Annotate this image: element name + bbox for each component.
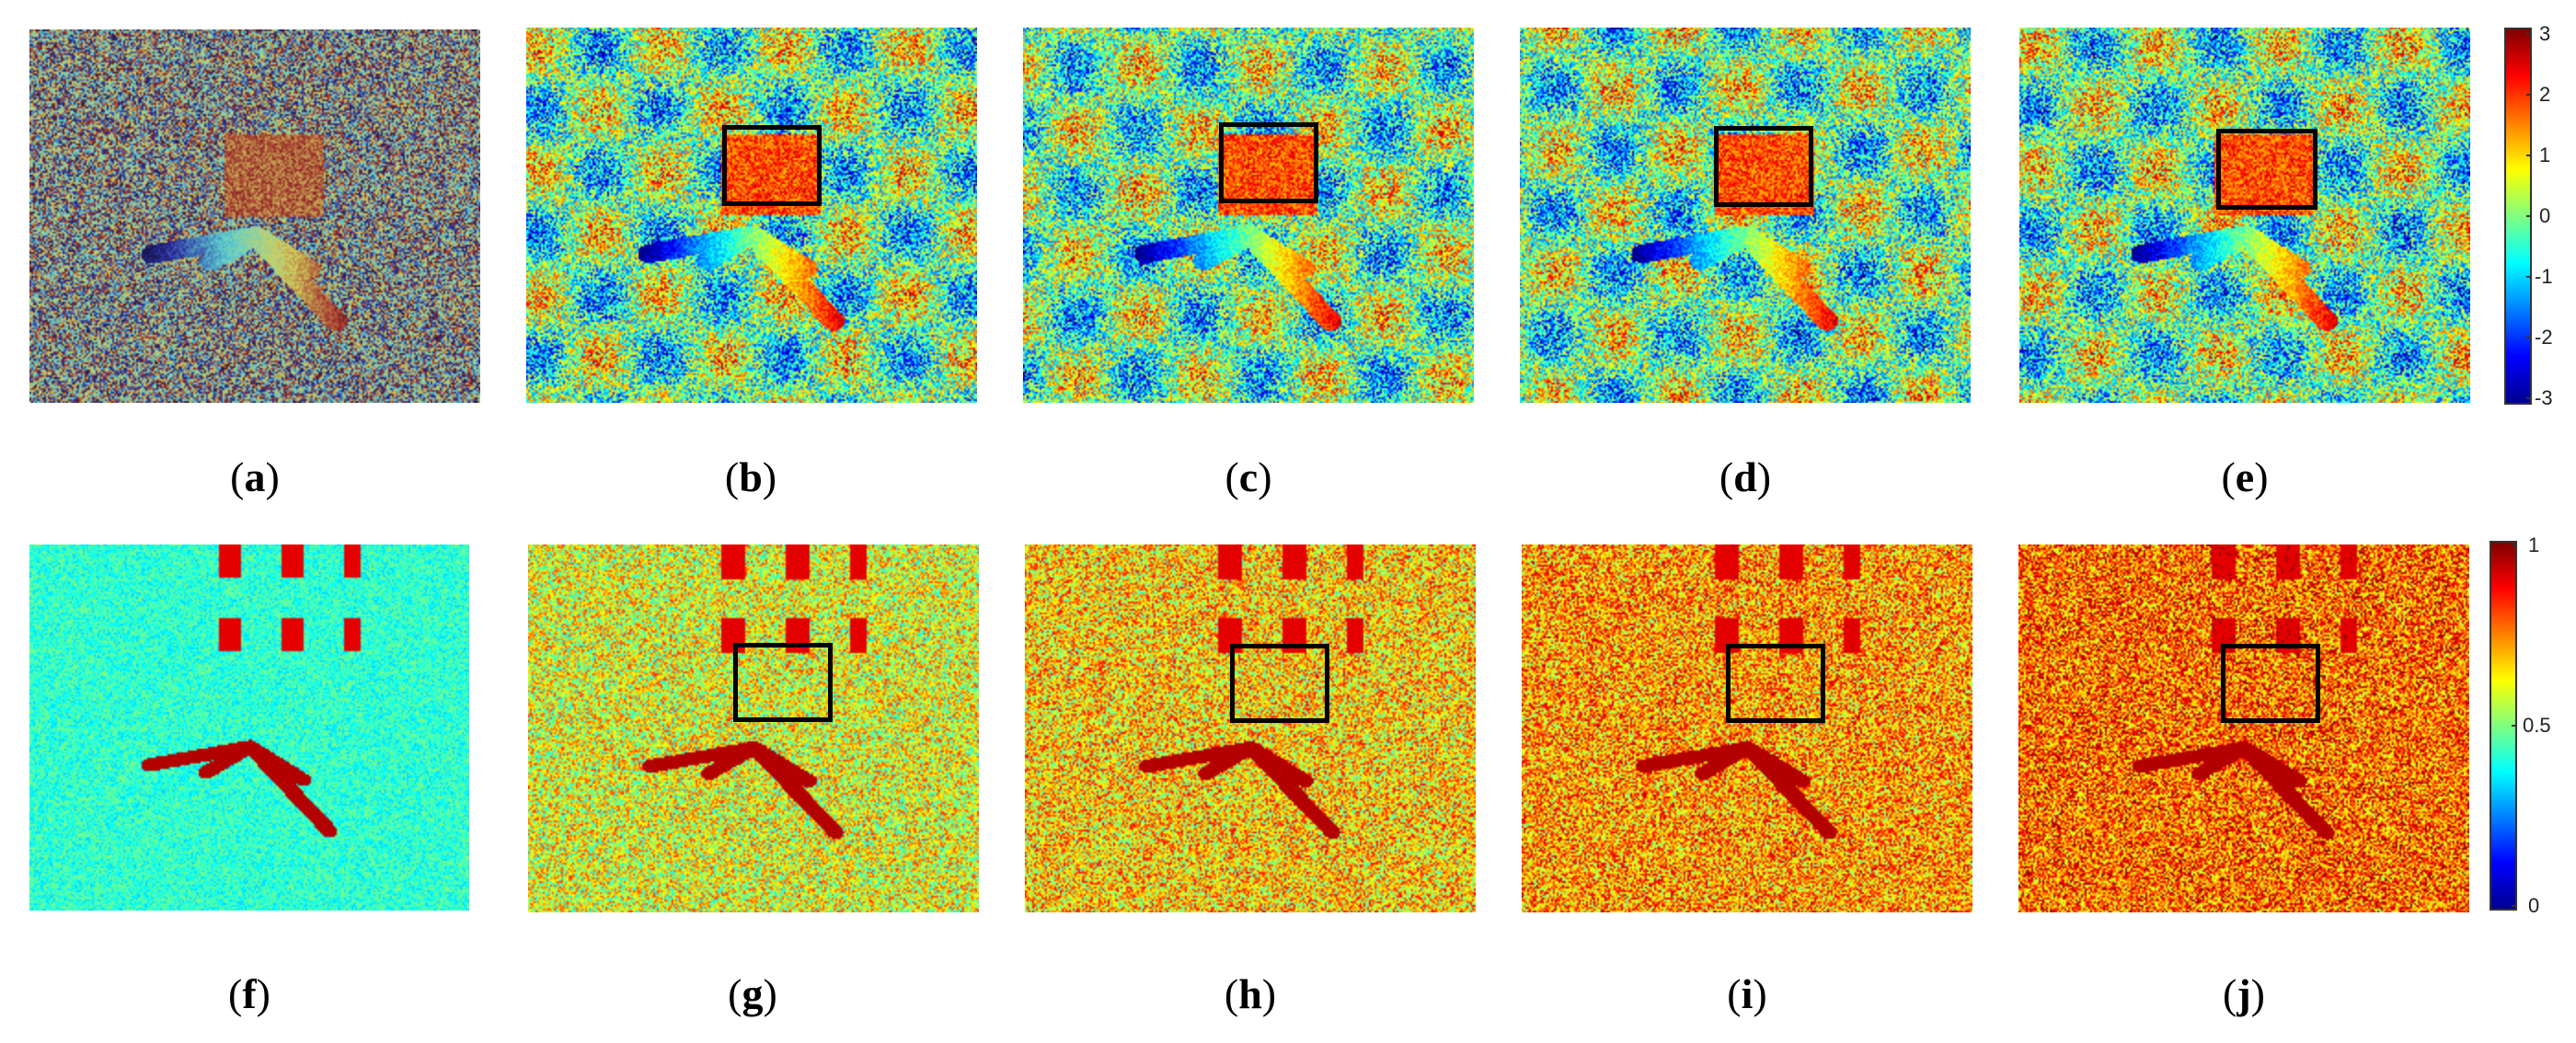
phase-image-c — [1023, 28, 1474, 403]
coherence-colorbar-tick: 0 — [2528, 894, 2540, 917]
phase-colorbar-tick: 3 — [2539, 22, 2551, 45]
phase-panel-e — [2019, 28, 2470, 403]
phase-image-a — [29, 29, 480, 403]
phase-colorbar-tick: 1 — [2539, 143, 2551, 166]
coherence-colorbar-tick: 0.5 — [2523, 714, 2551, 737]
coherence-image-j — [2018, 544, 2469, 912]
coherence-image-f — [29, 544, 469, 911]
coherence-image-g — [528, 544, 979, 912]
panel-label-e: (e) — [2221, 453, 2269, 500]
panel-label-g: (g) — [728, 970, 777, 1017]
phase-panel-b — [526, 28, 977, 403]
phase-panel-d — [1520, 28, 1971, 403]
coherence-panel-i — [1522, 544, 1972, 912]
panel-label-d: (d) — [1719, 453, 1772, 500]
phase-colorbar-tick: -1 — [2535, 265, 2553, 288]
panel-label-c: (c) — [1225, 453, 1272, 500]
panel-label-h: (h) — [1224, 970, 1277, 1017]
phase-panel-c — [1023, 28, 1474, 403]
phase-image-e — [2019, 28, 2470, 403]
coherence-image-i — [1522, 544, 1972, 912]
coherence-panel-h — [1025, 544, 1476, 912]
phase-image-d — [1520, 28, 1971, 403]
coherence-panel-g — [528, 544, 979, 912]
phase-colorbar-tick: -3 — [2535, 386, 2553, 409]
phase-panel-a — [29, 29, 480, 403]
phase-colorbar-tick: -2 — [2535, 326, 2553, 349]
panel-label-b: (b) — [724, 453, 777, 500]
phase-image-b — [526, 28, 977, 403]
panel-label-j: (j) — [2223, 970, 2265, 1017]
panel-label-f: (f) — [228, 970, 270, 1017]
coherence-panel-j — [2018, 544, 2469, 912]
panel-label-i: (i) — [1727, 970, 1767, 1017]
panel-label-a: (a) — [230, 453, 280, 500]
phase-colorbar-tick: 2 — [2539, 83, 2551, 106]
coherence-colorbar-tick: 1 — [2528, 533, 2540, 556]
coherence-panel-f — [29, 544, 469, 911]
coherence-image-h — [1025, 544, 1476, 912]
phase-colorbar-tick: 0 — [2539, 204, 2551, 227]
